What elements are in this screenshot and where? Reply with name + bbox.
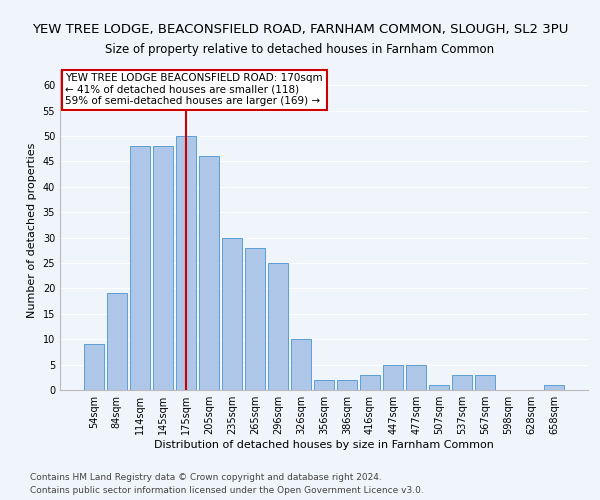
Bar bbox=[291, 339, 311, 390]
X-axis label: Distribution of detached houses by size in Farnham Common: Distribution of detached houses by size … bbox=[154, 440, 494, 450]
Bar bbox=[430, 385, 449, 390]
Bar bbox=[176, 136, 196, 390]
Bar bbox=[337, 380, 357, 390]
Text: Contains public sector information licensed under the Open Government Licence v3: Contains public sector information licen… bbox=[30, 486, 424, 495]
Text: YEW TREE LODGE, BEACONSFIELD ROAD, FARNHAM COMMON, SLOUGH, SL2 3PU: YEW TREE LODGE, BEACONSFIELD ROAD, FARNH… bbox=[32, 22, 568, 36]
Text: Contains HM Land Registry data © Crown copyright and database right 2024.: Contains HM Land Registry data © Crown c… bbox=[30, 472, 382, 482]
Bar bbox=[360, 375, 380, 390]
Bar bbox=[84, 344, 104, 390]
Text: Size of property relative to detached houses in Farnham Common: Size of property relative to detached ho… bbox=[106, 42, 494, 56]
Bar bbox=[406, 364, 426, 390]
Bar bbox=[245, 248, 265, 390]
Bar bbox=[107, 294, 127, 390]
Text: YEW TREE LODGE BEACONSFIELD ROAD: 170sqm
← 41% of detached houses are smaller (1: YEW TREE LODGE BEACONSFIELD ROAD: 170sqm… bbox=[65, 73, 323, 106]
Y-axis label: Number of detached properties: Number of detached properties bbox=[27, 142, 37, 318]
Bar bbox=[544, 385, 564, 390]
Bar bbox=[222, 238, 242, 390]
Bar bbox=[153, 146, 173, 390]
Bar bbox=[475, 375, 495, 390]
Bar bbox=[314, 380, 334, 390]
Bar bbox=[452, 375, 472, 390]
Bar bbox=[130, 146, 149, 390]
Bar bbox=[383, 364, 403, 390]
Bar bbox=[268, 263, 288, 390]
Bar bbox=[199, 156, 218, 390]
